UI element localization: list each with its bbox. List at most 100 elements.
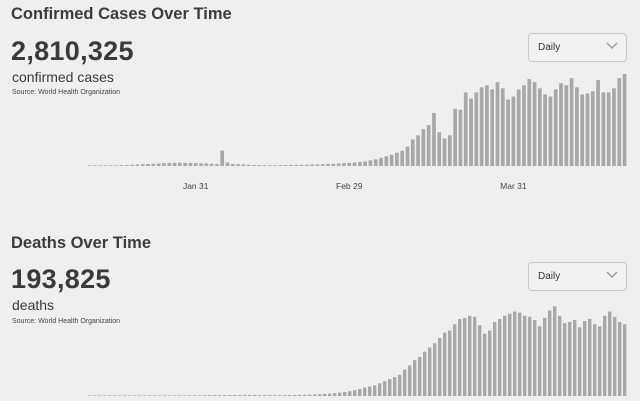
frequency-dropdown[interactable]: Daily xyxy=(528,262,627,291)
bar xyxy=(438,337,442,396)
bar xyxy=(548,96,553,166)
bar xyxy=(393,377,397,396)
bar xyxy=(395,152,399,166)
bar xyxy=(278,395,282,396)
bar xyxy=(503,315,507,396)
bar xyxy=(125,164,129,166)
bar xyxy=(606,92,611,166)
bar xyxy=(310,164,315,166)
bar xyxy=(257,165,262,166)
bar xyxy=(299,164,304,166)
bar xyxy=(262,165,267,166)
bar xyxy=(178,395,182,396)
cases-bar-chart: Jan 31 Feb 29 Mar 31 xyxy=(88,74,627,191)
bar xyxy=(469,98,473,166)
bar xyxy=(156,163,161,166)
bar xyxy=(283,165,288,166)
bar xyxy=(485,85,489,166)
bar xyxy=(516,89,521,166)
bar xyxy=(119,165,124,166)
bar xyxy=(598,326,602,396)
bar xyxy=(590,91,595,166)
total-count: 2,810,325 xyxy=(11,36,134,66)
bar xyxy=(437,132,442,166)
bar xyxy=(228,395,232,396)
bar xyxy=(618,322,622,396)
bar xyxy=(410,139,415,166)
bar xyxy=(585,93,590,166)
bar xyxy=(363,161,367,166)
bar xyxy=(93,395,97,396)
bar xyxy=(483,333,487,396)
bar xyxy=(263,395,267,396)
bar xyxy=(458,109,463,166)
bar xyxy=(373,385,377,396)
bar xyxy=(575,87,579,166)
bar xyxy=(236,164,240,166)
bar xyxy=(88,165,92,166)
bar xyxy=(563,323,567,396)
bar xyxy=(490,89,495,166)
bar xyxy=(241,164,246,166)
bar xyxy=(331,163,336,166)
bar xyxy=(463,317,467,396)
bar xyxy=(246,164,251,166)
x-tick-label: Feb 29 xyxy=(336,181,363,191)
x-tick-label: Jan 31 xyxy=(183,181,209,191)
bar xyxy=(398,374,402,396)
bar xyxy=(473,316,477,396)
bar xyxy=(130,164,135,166)
panel-title: Deaths Over Time xyxy=(11,234,152,252)
bar xyxy=(416,135,420,166)
bar xyxy=(238,394,242,396)
bar xyxy=(403,369,407,396)
chevron-down-icon xyxy=(606,42,618,49)
bar xyxy=(613,316,617,396)
bar xyxy=(167,162,172,166)
bar xyxy=(384,156,389,166)
bar xyxy=(533,320,537,396)
bar xyxy=(243,394,247,396)
bar xyxy=(458,318,462,396)
bar xyxy=(413,360,417,396)
bar xyxy=(428,347,432,396)
bar xyxy=(328,393,332,396)
bar xyxy=(183,395,187,396)
bar xyxy=(443,332,447,396)
x-tick-label: Mar 31 xyxy=(500,181,527,191)
bar xyxy=(603,315,607,396)
bar xyxy=(612,88,616,166)
bar xyxy=(323,393,327,396)
bar xyxy=(133,395,137,396)
bar xyxy=(479,87,484,166)
bar xyxy=(474,92,479,166)
bar xyxy=(528,316,532,396)
bar xyxy=(593,324,597,396)
bar xyxy=(508,313,512,396)
frequency-dropdown[interactable]: Daily xyxy=(528,33,627,62)
bar xyxy=(204,163,209,166)
bar xyxy=(294,164,299,166)
bar xyxy=(442,138,447,166)
bar xyxy=(183,162,187,166)
bar xyxy=(103,165,108,166)
bar xyxy=(573,320,577,396)
deaths-bar-chart xyxy=(88,306,627,396)
bar xyxy=(418,356,422,396)
bar xyxy=(268,165,272,166)
bar xyxy=(208,395,212,396)
bar xyxy=(488,330,492,396)
bar xyxy=(220,150,225,166)
bar xyxy=(315,164,320,166)
bar xyxy=(453,108,457,166)
bar xyxy=(283,395,287,396)
dropdown-selected-value: Daily xyxy=(538,271,561,282)
bar xyxy=(203,395,207,396)
bar xyxy=(178,162,182,166)
bar xyxy=(426,125,431,166)
bar xyxy=(498,318,502,396)
bar xyxy=(333,393,337,396)
dropdown-selected-value: Daily xyxy=(538,42,561,53)
bar xyxy=(233,395,237,396)
bar xyxy=(305,164,309,166)
